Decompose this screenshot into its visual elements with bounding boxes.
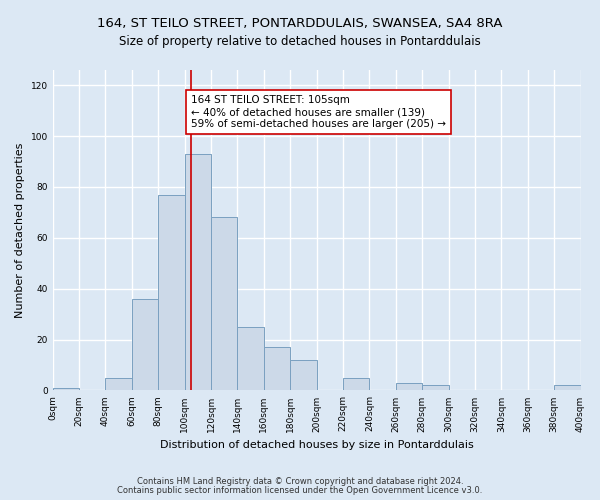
Text: Size of property relative to detached houses in Pontarddulais: Size of property relative to detached ho…: [119, 35, 481, 48]
Text: 164, ST TEILO STREET, PONTARDDULAIS, SWANSEA, SA4 8RA: 164, ST TEILO STREET, PONTARDDULAIS, SWA…: [97, 18, 503, 30]
Bar: [290, 360, 317, 390]
Bar: [53, 388, 79, 390]
Bar: [185, 154, 211, 390]
Bar: [211, 218, 238, 390]
Bar: [396, 383, 422, 390]
Bar: [264, 347, 290, 391]
Text: 164 ST TEILO STREET: 105sqm
← 40% of detached houses are smaller (139)
59% of se: 164 ST TEILO STREET: 105sqm ← 40% of det…: [191, 96, 446, 128]
Bar: [238, 327, 264, 390]
Text: Contains HM Land Registry data © Crown copyright and database right 2024.: Contains HM Land Registry data © Crown c…: [137, 477, 463, 486]
X-axis label: Distribution of detached houses by size in Pontarddulais: Distribution of detached houses by size …: [160, 440, 473, 450]
Y-axis label: Number of detached properties: Number of detached properties: [15, 142, 25, 318]
Bar: [422, 386, 449, 390]
Bar: [554, 386, 581, 390]
Bar: [132, 299, 158, 390]
Bar: [343, 378, 370, 390]
Bar: [158, 194, 185, 390]
Bar: [106, 378, 132, 390]
Text: Contains public sector information licensed under the Open Government Licence v3: Contains public sector information licen…: [118, 486, 482, 495]
